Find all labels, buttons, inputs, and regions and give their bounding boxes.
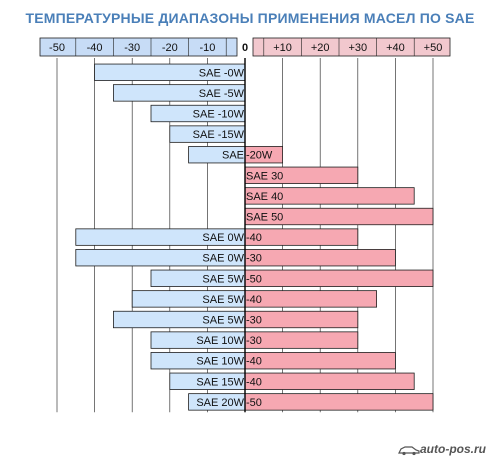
sae-bar: SAE -0W — [94, 63, 246, 81]
bar-label-left: SAE 5W — [202, 273, 244, 285]
x-tick-label: -10 — [199, 42, 215, 54]
bar-warm-segment — [244, 393, 434, 411]
sae-bar: SAE 20W -50 — [188, 393, 434, 411]
bar-label-left: SAE — [222, 150, 244, 162]
sae-bar: SAE -20W — [188, 146, 283, 164]
bar-label-right: -50 — [246, 397, 262, 409]
temperature-axis: -50 -40 -30 -20 -10 0 +10 +20 +30 +40 +50 — [39, 37, 451, 57]
bar-label-left: SAE 0W — [202, 232, 244, 244]
bar-label-right: -40 — [246, 232, 262, 244]
bar-label-left: SAE -5W — [199, 88, 245, 100]
x-tick-label: +30 — [348, 42, 367, 54]
bar-label-right: SAE 40 — [246, 191, 283, 203]
x-tick-label: +50 — [424, 42, 443, 54]
bar-label-left: SAE 5W — [202, 294, 244, 306]
bar-label-left: SAE -15W — [193, 129, 245, 141]
chart-title: ТЕМПЕРАТУРНЫЕ ДИАПАЗОНЫ ПРИМЕНЕНИЯ МАСЕЛ… — [25, 10, 475, 26]
bar-label-right: -30 — [246, 253, 262, 265]
x-tick-label: +10 — [273, 42, 292, 54]
bar-label-left: SAE 15W — [196, 376, 244, 388]
axis-cold-band — [39, 37, 238, 57]
bar-label-right: SAE 50 — [246, 212, 283, 224]
x-tick-label: -20 — [162, 42, 178, 54]
bar-warm-segment — [244, 228, 359, 246]
bar-warm-segment — [244, 310, 359, 329]
bar-warm-segment — [244, 249, 396, 267]
bar-label-right: -30 — [246, 335, 262, 347]
sae-bar: SAE -15W — [169, 125, 246, 143]
bar-label-left: SAE 10W — [196, 356, 244, 368]
bar-label-right: -40 — [246, 356, 262, 368]
sae-bar: SAE 5W -50 — [150, 269, 434, 287]
bar-label-left: SAE 20W — [196, 397, 244, 409]
sae-bar: SAE -5W — [113, 84, 246, 102]
source-logo-text: auto-pos.ru — [420, 442, 486, 456]
sae-bar: SAE 40 — [244, 187, 415, 205]
x-tick-label: -40 — [87, 42, 103, 54]
sae-bar: SAE -10W — [150, 104, 246, 123]
x-tick-label: +40 — [386, 42, 405, 54]
sae-bar: SAE 5W -30 — [113, 310, 359, 329]
x-tick-label: -50 — [49, 42, 65, 54]
x-tick-label: -30 — [124, 42, 140, 54]
bar-label-left: SAE -0W — [199, 67, 245, 79]
bar-label-right: SAE 30 — [246, 170, 283, 182]
car-icon — [398, 446, 420, 456]
sae-bar: SAE 10W -40 — [150, 352, 396, 370]
bar-label-right: -30 — [246, 315, 262, 327]
bar-warm-segment — [244, 331, 359, 349]
sae-bar: SAE 5W -40 — [131, 290, 378, 308]
sae-bar: SAE 15W -40 — [169, 372, 415, 390]
bar-label-right: -40 — [246, 294, 262, 306]
bar-warm-segment — [244, 352, 396, 370]
bar-label-left: SAE -10W — [193, 109, 245, 121]
bar-label-left: SAE 0W — [202, 253, 244, 265]
sae-bar: SAE 0W -30 — [75, 249, 396, 267]
bar-warm-segment — [244, 269, 434, 287]
source-logo: auto-pos.ru — [398, 442, 486, 456]
x-tick-label: 0 — [242, 42, 248, 54]
bar-label-left: SAE 10W — [196, 335, 244, 347]
sae-bar: SAE 10W -30 — [150, 331, 359, 349]
bar-label-right: -40 — [246, 376, 262, 388]
sae-bar: SAE 50 — [244, 207, 434, 226]
bar-warm-segment — [244, 290, 378, 308]
sae-bar: SAE 0W -40 — [75, 228, 359, 246]
bar-label-left: SAE 5W — [202, 315, 244, 327]
bar-warm-segment — [244, 372, 415, 390]
bar-label-right: -50 — [246, 273, 262, 285]
axis-warm-band — [252, 37, 451, 57]
bar-label-right: -20W — [246, 150, 273, 162]
sae-bar: SAE 30 — [244, 166, 359, 184]
x-tick-label: +20 — [311, 42, 330, 54]
